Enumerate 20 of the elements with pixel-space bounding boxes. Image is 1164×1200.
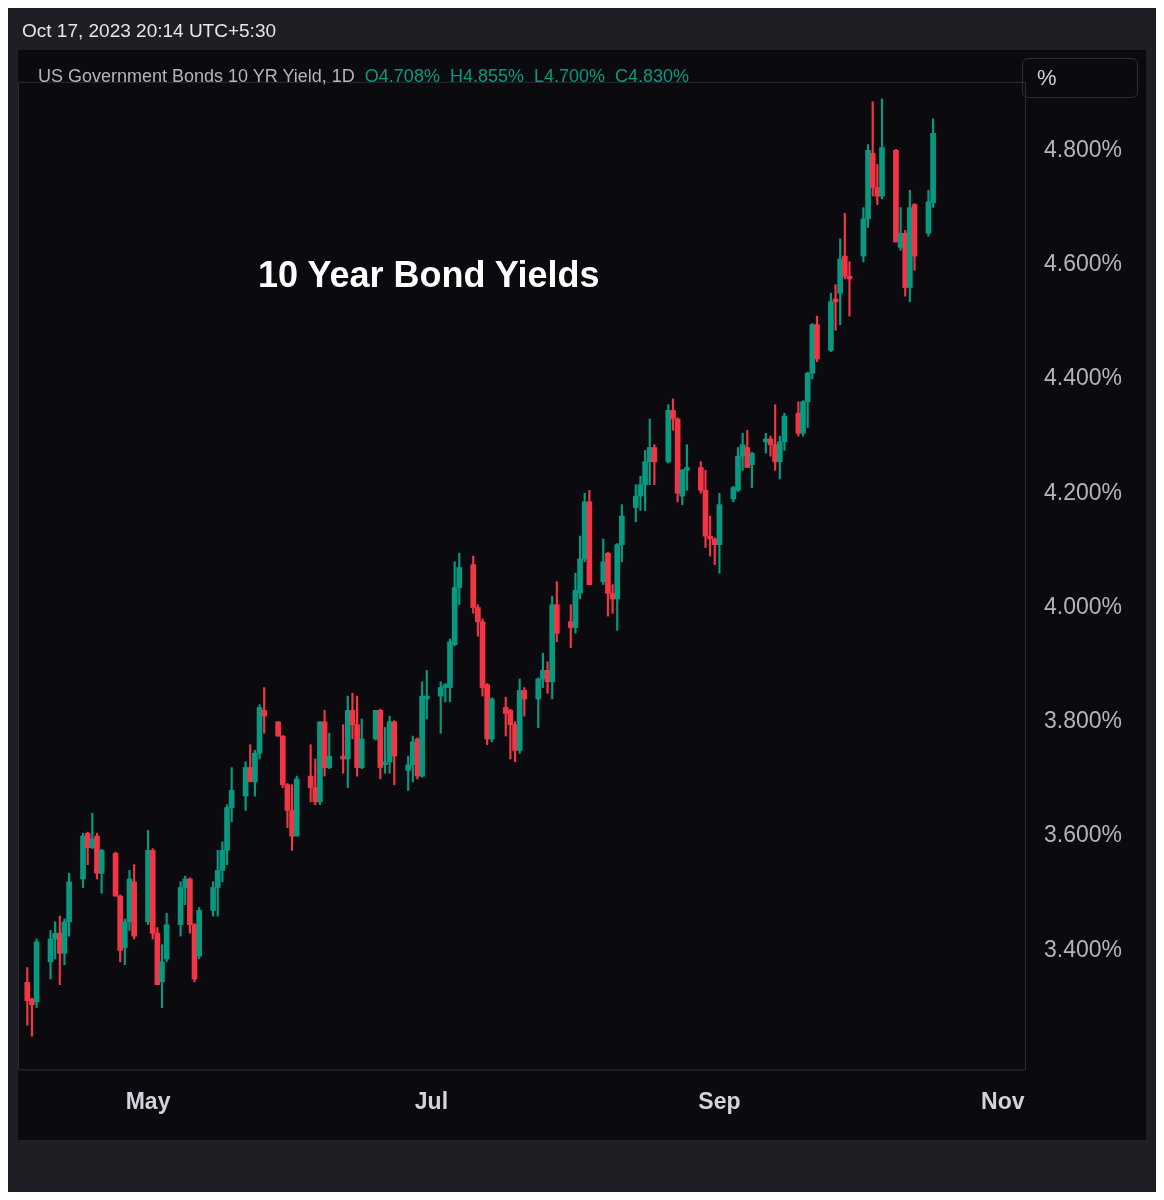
y-tick-label: 3.800% [1043, 707, 1123, 734]
y-tick-label: 4.600% [1043, 250, 1123, 277]
x-tick-label: Sep [698, 1087, 741, 1114]
x-tick-label: Jul [414, 1087, 449, 1114]
text: 10 Year Bond Yields [258, 253, 600, 295]
y-tick-label: 4.200% [1043, 478, 1123, 505]
y-tick-label: 4.000% [1043, 592, 1123, 619]
y-tick-label: 4.400% [1043, 364, 1123, 391]
y-tick-label: 3.600% [1043, 821, 1123, 848]
annotation: O4.708% [364, 66, 440, 87]
y-tick-label: 4.800% [1043, 135, 1123, 162]
x-tick-label: Nov [981, 1087, 1025, 1114]
annotation: C4.830% [615, 66, 690, 87]
text: Oct 17, 2023 20:14 UTC+5:30 [22, 20, 277, 42]
annotation: H4.855% [449, 66, 524, 87]
annotation: L4.700% [533, 66, 606, 87]
text: % [1022, 58, 1138, 98]
x-tick-label: May [125, 1087, 171, 1114]
chart-subtitle: US Government Bonds 10 YR Yield, 1D [38, 66, 355, 87]
y-tick-label: 3.400% [1043, 935, 1123, 962]
